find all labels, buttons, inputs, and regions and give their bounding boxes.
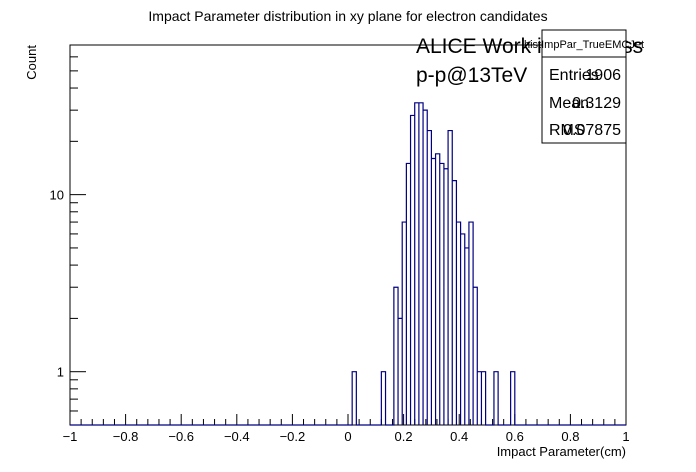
stats-box-name: histImpPar_TrueEMCJet bbox=[524, 39, 644, 51]
x-tick-label: 0.4 bbox=[450, 429, 468, 444]
x-axis-label: Impact Parameter(cm) bbox=[497, 444, 626, 459]
x-tick-label: −0.6 bbox=[168, 429, 194, 444]
annotation-energy: p-p@13TeV bbox=[416, 64, 527, 87]
stats-entries-value: 1906 bbox=[585, 67, 621, 84]
stats-entries-label: Entries bbox=[549, 67, 599, 84]
stats-rms-value: 0.07875 bbox=[563, 122, 621, 139]
y-axis-label: Count bbox=[24, 45, 39, 80]
y-tick-label: 1 bbox=[57, 365, 64, 380]
y-tick-label: 10 bbox=[50, 188, 64, 203]
x-tick-label: −1 bbox=[63, 429, 78, 444]
x-tick-label: 1 bbox=[622, 429, 629, 444]
y-axis: 1 10 bbox=[50, 44, 86, 426]
stats-mean-value: 0.3129 bbox=[572, 95, 621, 112]
x-tick-label: −0.4 bbox=[224, 429, 250, 444]
stats-box: histImpPar_TrueEMCJet Entries 1906 Mean … bbox=[524, 29, 644, 144]
histogram-series-line bbox=[70, 102, 626, 426]
stats-box-frame bbox=[541, 29, 627, 144]
chart-title: Impact Parameter distribution in xy plan… bbox=[148, 8, 547, 24]
x-tick-label: −0.8 bbox=[113, 429, 139, 444]
plot-frame bbox=[69, 44, 627, 426]
stats-mean-label: Mean bbox=[549, 95, 589, 112]
x-tick-label: 0.8 bbox=[561, 429, 579, 444]
x-tick-label: 0.6 bbox=[506, 429, 524, 444]
x-axis: −1 −0.8 −0.6 −0.4 −0.2 0 0.2 0.4 0.6 0.8 1 bbox=[63, 414, 630, 444]
x-tick-label: 0.2 bbox=[395, 429, 413, 444]
stats-rms-label: RMS bbox=[549, 122, 585, 139]
x-tick-label: 0 bbox=[344, 429, 351, 444]
x-tick-label: −0.2 bbox=[280, 429, 306, 444]
